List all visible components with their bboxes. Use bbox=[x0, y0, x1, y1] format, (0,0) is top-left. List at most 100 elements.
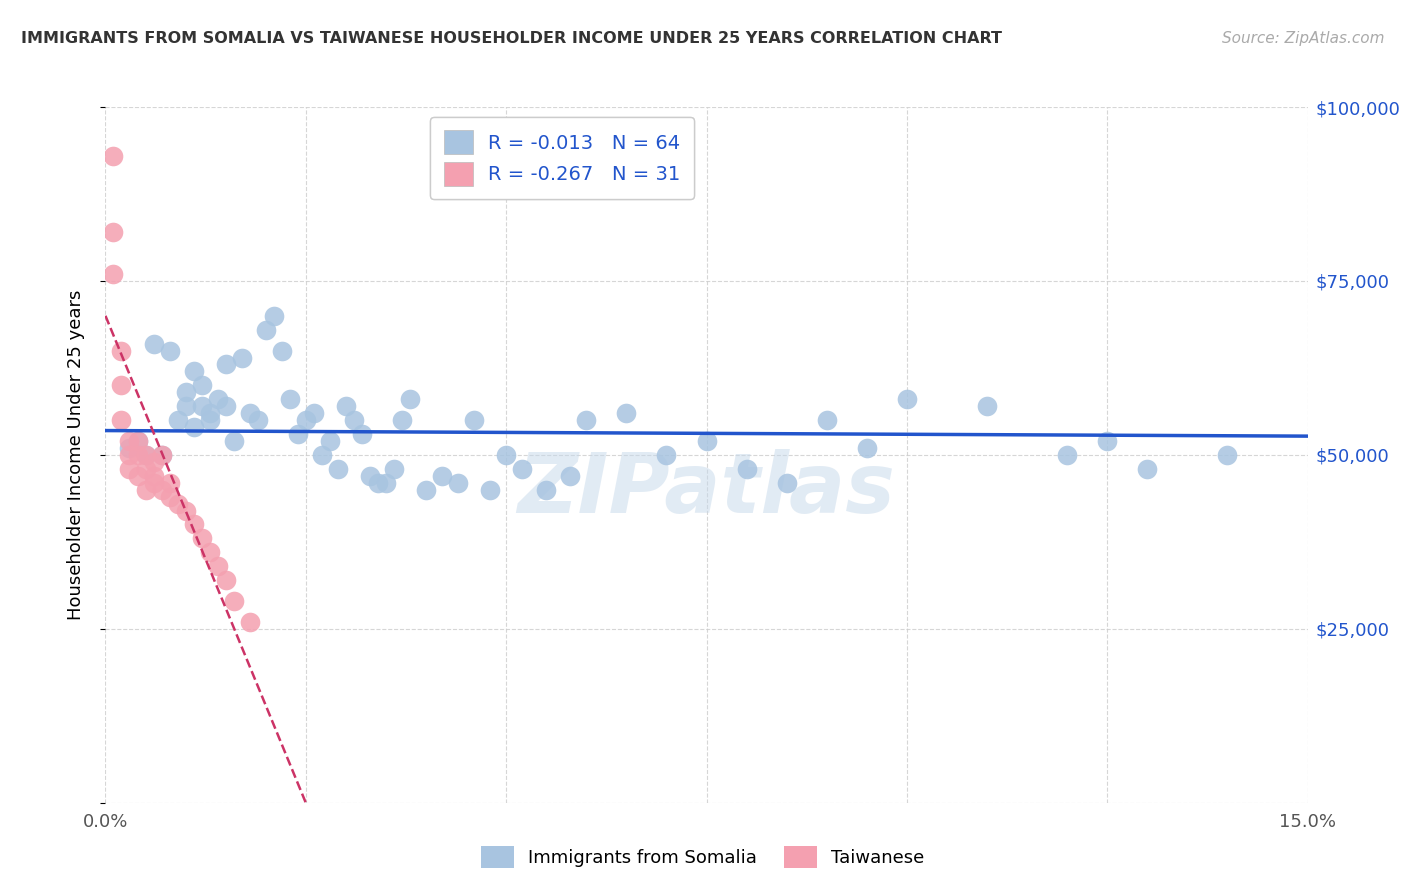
Point bbox=[198, 545, 221, 559]
Point bbox=[118, 434, 141, 448]
Point bbox=[174, 399, 197, 413]
Point bbox=[118, 441, 141, 455]
Legend: R = -0.013   N = 64, R = -0.267   N = 31: R = -0.013 N = 64, R = -0.267 N = 31 bbox=[430, 117, 695, 199]
Point bbox=[616, 406, 638, 420]
Text: IMMIGRANTS FROM SOMALIA VS TAIWANESE HOUSEHOLDER INCOME UNDER 25 YEARS CORRELATI: IMMIGRANTS FROM SOMALIA VS TAIWANESE HOU… bbox=[21, 31, 1002, 46]
Point bbox=[246, 413, 269, 427]
Point bbox=[776, 475, 799, 490]
Point bbox=[127, 434, 149, 448]
Point bbox=[159, 475, 181, 490]
Point bbox=[735, 462, 758, 476]
Point bbox=[1216, 448, 1239, 462]
Point bbox=[135, 448, 157, 462]
Point bbox=[1097, 434, 1119, 448]
Point bbox=[183, 364, 205, 378]
Y-axis label: Householder Income Under 25 years: Householder Income Under 25 years bbox=[66, 290, 84, 620]
Point bbox=[263, 309, 285, 323]
Point bbox=[815, 413, 838, 427]
Point bbox=[231, 351, 253, 365]
Point bbox=[127, 468, 149, 483]
Point bbox=[270, 343, 292, 358]
Point bbox=[534, 483, 557, 497]
Point bbox=[359, 468, 381, 483]
Point bbox=[142, 336, 165, 351]
Legend: Immigrants from Somalia, Taiwanese: Immigrants from Somalia, Taiwanese bbox=[471, 835, 935, 879]
Point bbox=[159, 343, 181, 358]
Point bbox=[391, 413, 413, 427]
Point bbox=[335, 399, 357, 413]
Point bbox=[560, 468, 582, 483]
Point bbox=[896, 392, 918, 407]
Point bbox=[295, 413, 318, 427]
Point bbox=[415, 483, 437, 497]
Point bbox=[287, 427, 309, 442]
Point bbox=[239, 615, 262, 629]
Point bbox=[118, 462, 141, 476]
Point bbox=[319, 434, 342, 448]
Text: Source: ZipAtlas.com: Source: ZipAtlas.com bbox=[1222, 31, 1385, 46]
Point bbox=[142, 455, 165, 469]
Point bbox=[166, 497, 188, 511]
Point bbox=[382, 462, 405, 476]
Point bbox=[207, 392, 229, 407]
Point bbox=[575, 413, 598, 427]
Point bbox=[447, 475, 470, 490]
Point bbox=[110, 413, 132, 427]
Point bbox=[326, 462, 349, 476]
Point bbox=[374, 475, 398, 490]
Point bbox=[174, 503, 197, 517]
Point bbox=[150, 448, 173, 462]
Point bbox=[479, 483, 502, 497]
Point bbox=[278, 392, 301, 407]
Point bbox=[311, 448, 333, 462]
Point bbox=[399, 392, 422, 407]
Point bbox=[198, 406, 221, 420]
Point bbox=[142, 468, 165, 483]
Point bbox=[510, 462, 533, 476]
Point bbox=[103, 149, 125, 163]
Point bbox=[150, 448, 173, 462]
Point bbox=[302, 406, 325, 420]
Point bbox=[103, 267, 125, 281]
Point bbox=[1136, 462, 1159, 476]
Point bbox=[110, 378, 132, 392]
Point bbox=[463, 413, 485, 427]
Point bbox=[183, 517, 205, 532]
Point bbox=[976, 399, 998, 413]
Point bbox=[183, 420, 205, 434]
Point bbox=[214, 358, 236, 372]
Point bbox=[855, 441, 877, 455]
Point bbox=[190, 399, 212, 413]
Point bbox=[135, 448, 157, 462]
Point bbox=[696, 434, 718, 448]
Point bbox=[254, 323, 277, 337]
Point bbox=[150, 483, 173, 497]
Point bbox=[214, 573, 236, 587]
Point bbox=[222, 434, 245, 448]
Point bbox=[222, 594, 245, 608]
Point bbox=[190, 532, 212, 546]
Point bbox=[174, 385, 197, 400]
Point bbox=[142, 475, 165, 490]
Point bbox=[350, 427, 373, 442]
Point bbox=[207, 559, 229, 574]
Point bbox=[127, 448, 149, 462]
Point bbox=[190, 378, 212, 392]
Point bbox=[1056, 448, 1078, 462]
Point bbox=[159, 490, 181, 504]
Point bbox=[127, 434, 149, 448]
Point bbox=[495, 448, 517, 462]
Point bbox=[118, 448, 141, 462]
Point bbox=[110, 343, 132, 358]
Point bbox=[239, 406, 262, 420]
Point bbox=[135, 462, 157, 476]
Point bbox=[655, 448, 678, 462]
Point bbox=[343, 413, 366, 427]
Point bbox=[166, 413, 188, 427]
Point bbox=[367, 475, 389, 490]
Point bbox=[198, 413, 221, 427]
Point bbox=[214, 399, 236, 413]
Text: ZIPatlas: ZIPatlas bbox=[517, 450, 896, 530]
Point bbox=[430, 468, 453, 483]
Point bbox=[103, 225, 125, 239]
